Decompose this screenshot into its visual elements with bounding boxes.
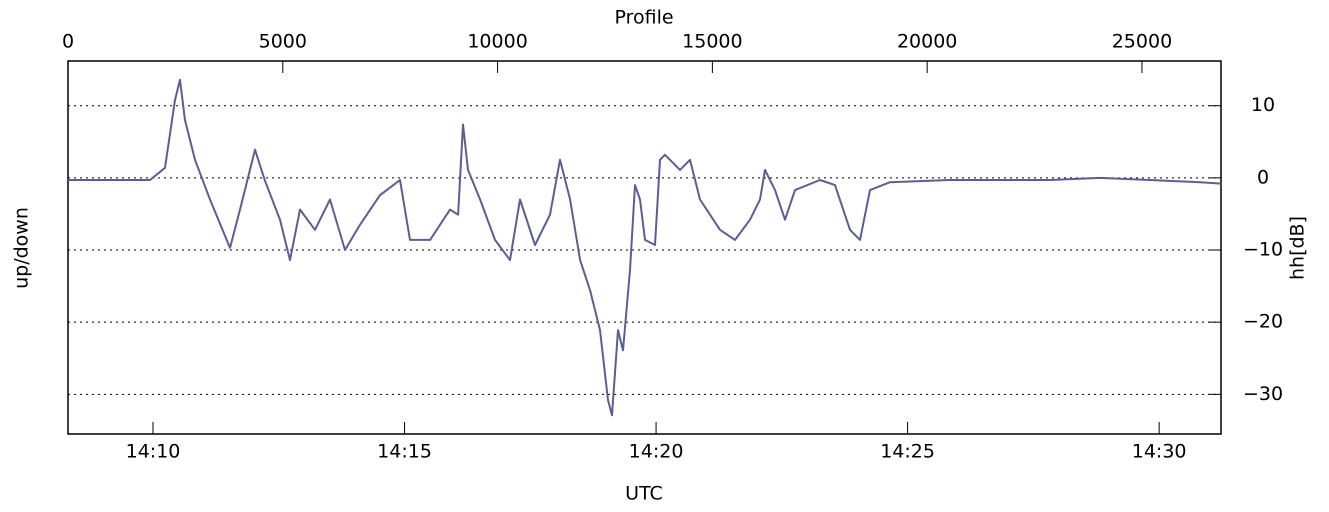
bottom-tick-label: 14:30 <box>1132 441 1187 463</box>
top-tick-label: 20000 <box>897 31 957 53</box>
top-tick-label: 0 <box>62 31 74 53</box>
y-tick-label: 10 <box>1251 94 1275 116</box>
top-tick-label: 10000 <box>467 31 527 53</box>
y-tick-label: −30 <box>1243 383 1283 405</box>
bottom-tick-label: 14:10 <box>126 441 181 463</box>
bottom-tick-label: 14:20 <box>629 441 684 463</box>
y-tick-label: −10 <box>1243 239 1283 261</box>
top-axis-title: Profile <box>614 7 673 29</box>
top-tick-label: 15000 <box>682 31 742 53</box>
bottom-axis-title: UTC <box>625 483 663 505</box>
y-tick-label: −20 <box>1243 311 1283 333</box>
right-axis-title: hh[dB] <box>1287 216 1309 280</box>
data-line <box>68 78 1222 417</box>
top-tick-label: 25000 <box>1112 31 1172 53</box>
plot-frame <box>67 60 1222 435</box>
y-tick-label: 0 <box>1257 166 1269 188</box>
top-tick-label: 5000 <box>259 31 307 53</box>
left-axis-title: up/down <box>11 207 33 289</box>
bottom-tick-label: 14:15 <box>377 441 432 463</box>
bottom-tick-label: 14:25 <box>880 441 935 463</box>
